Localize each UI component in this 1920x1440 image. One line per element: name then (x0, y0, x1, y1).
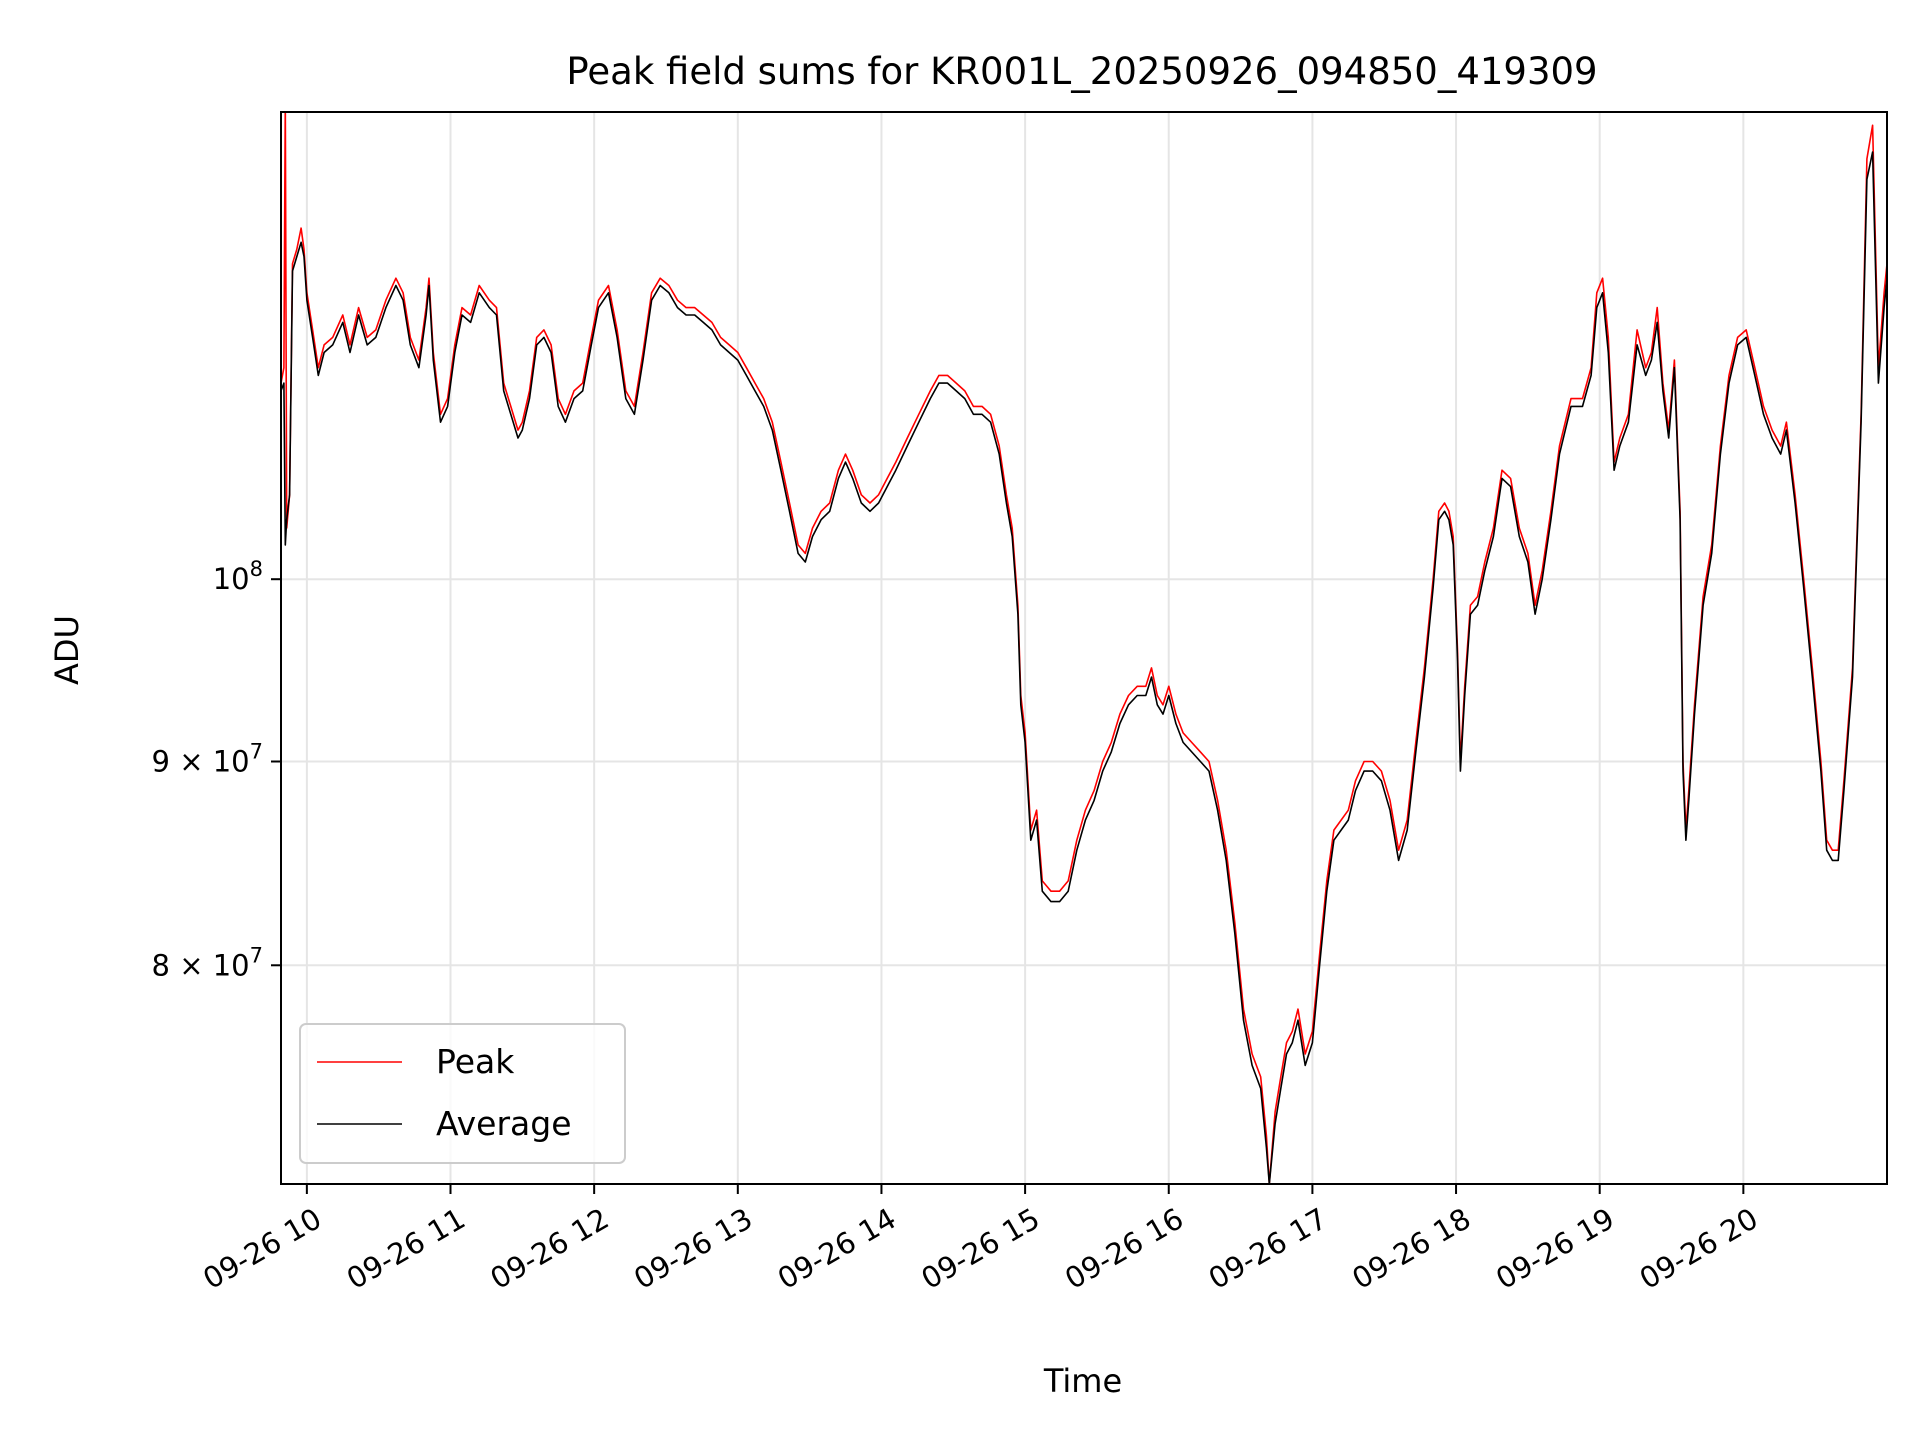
plot-frame (280, 111, 1888, 1185)
y-axis-title: ADU (48, 615, 86, 685)
series-line-peak (281, 112, 1887, 1184)
legend-label-average: Average (436, 1104, 572, 1143)
y-tick-exponent: 7 (250, 739, 263, 763)
y-tick-label: 8 × 107 (152, 943, 263, 982)
y-tick-exponent: 8 (250, 557, 263, 581)
y-tick-label: 9 × 107 (152, 739, 263, 778)
legend: Peak Average (299, 1023, 626, 1164)
series-line-average (281, 151, 1887, 1184)
legend-label-peak: Peak (436, 1042, 515, 1081)
chart-title: Peak field sums for KR001L_20250926_0948… (566, 50, 1597, 93)
y-tick-base: 8 × 10 (152, 948, 250, 982)
x-axis-title: Time (1043, 1362, 1122, 1400)
y-tick-exponent: 7 (250, 943, 263, 967)
y-tick-label: 108 (213, 557, 263, 596)
y-tick-base: 9 × 10 (152, 744, 250, 778)
legend-frame (299, 1023, 626, 1164)
y-tick-base: 10 (213, 562, 250, 596)
series-layer (281, 112, 1887, 1184)
grid-lines (281, 112, 1887, 1184)
